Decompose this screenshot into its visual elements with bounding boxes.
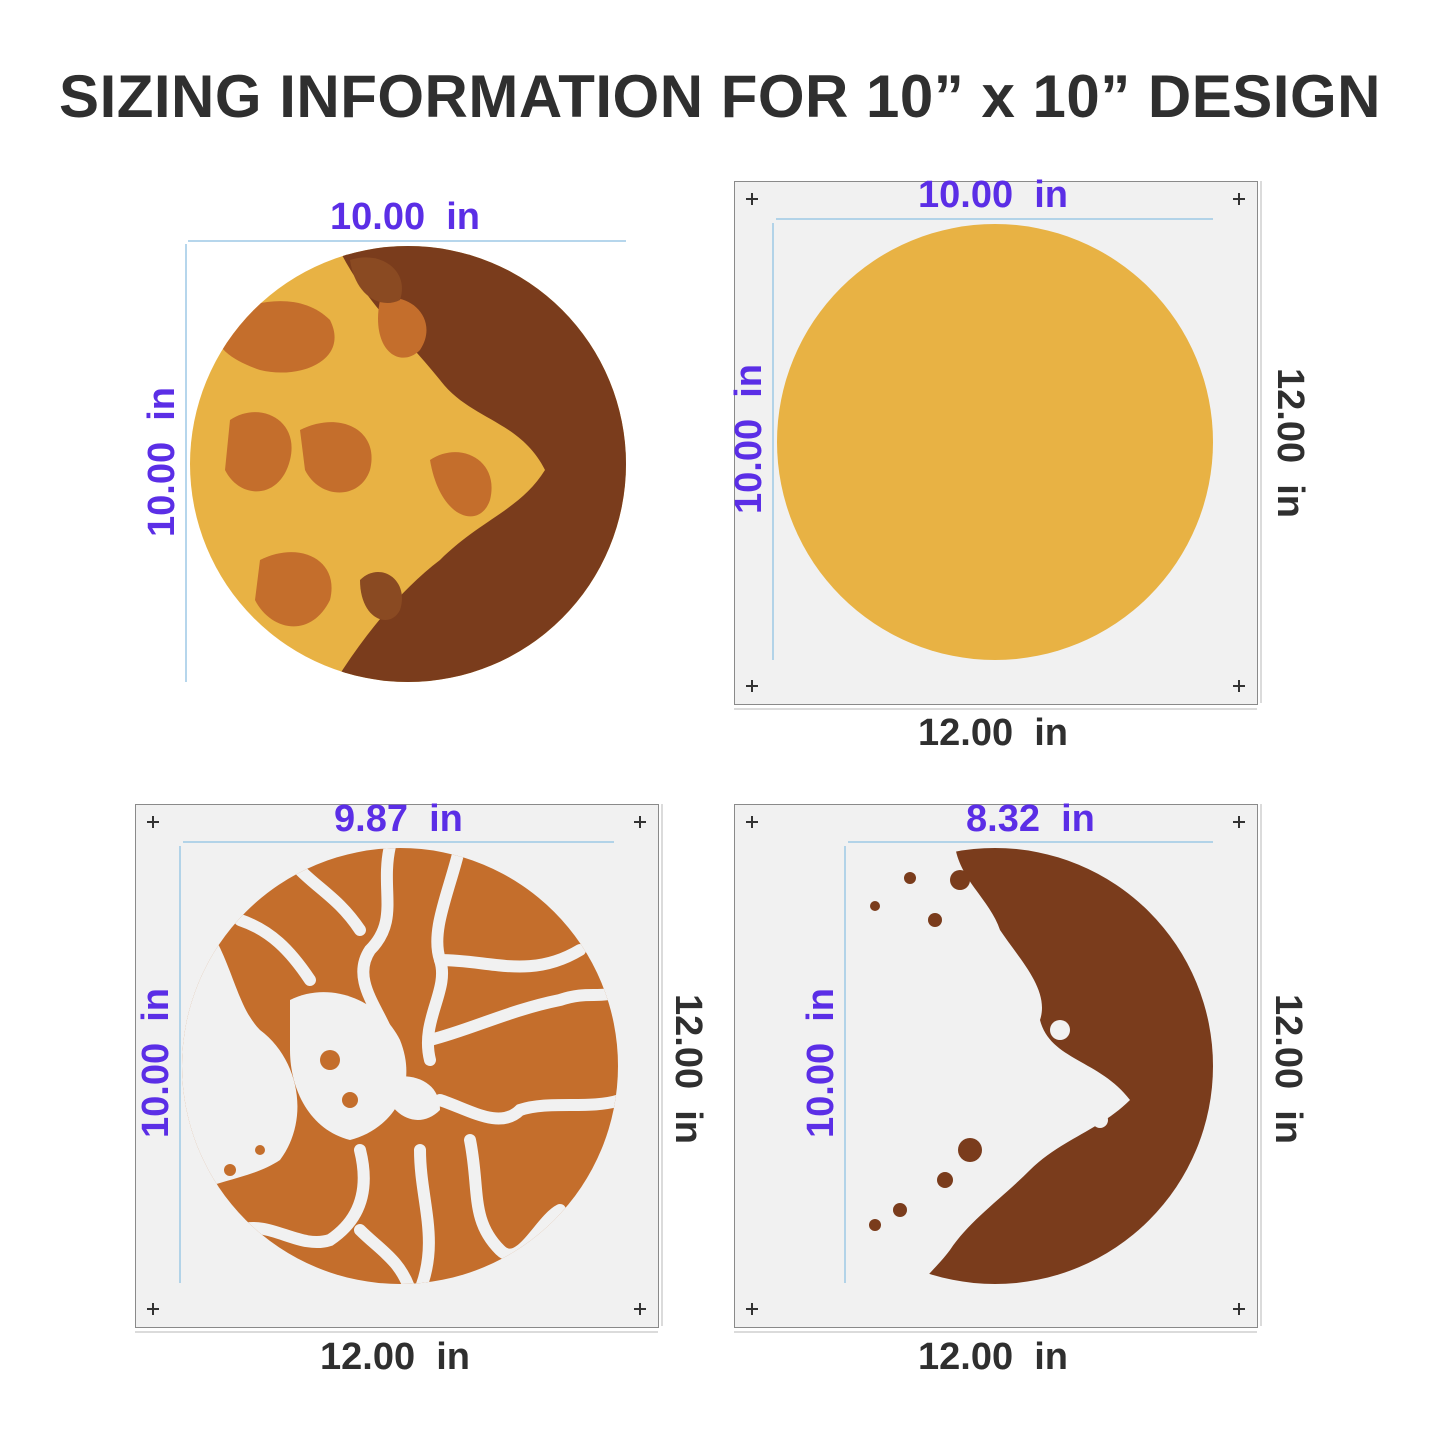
brown-layer-height-label: 10.00 in — [800, 988, 842, 1138]
brown-layer-sheet-height-label: 12.00 in — [1267, 994, 1309, 1144]
page-title: SIZING INFORMATION FOR 10” x 10” DESIGN — [59, 63, 1381, 130]
gold-layer-sheet-width-label: 12.00 in — [918, 712, 1068, 754]
registration-mark-icon — [746, 193, 758, 205]
registration-mark-icon — [746, 680, 758, 692]
registration-mark-icon — [1233, 193, 1245, 205]
registration-mark-icon — [147, 1303, 159, 1315]
registration-mark-icon — [1233, 816, 1245, 828]
orange-layer-width-label: 9.87 in — [334, 798, 463, 840]
registration-mark-icon — [634, 1303, 646, 1315]
registration-mark-icon — [746, 816, 758, 828]
registration-mark-icon — [1233, 680, 1245, 692]
gold-layer-width-label: 10.00 in — [918, 174, 1068, 216]
registration-mark-icon — [1233, 1303, 1245, 1315]
registration-mark-icon — [634, 816, 646, 828]
brown-layer-sheet-width-label: 12.00 in — [918, 1336, 1068, 1378]
registration-mark-icon — [147, 816, 159, 828]
full-design-width-label: 10.00 in — [330, 196, 480, 238]
registration-mark-icon — [746, 1303, 758, 1315]
orange-layer-sheet-width-label: 12.00 in — [320, 1336, 470, 1378]
brown-layer-width-label: 8.32 in — [966, 798, 1095, 840]
